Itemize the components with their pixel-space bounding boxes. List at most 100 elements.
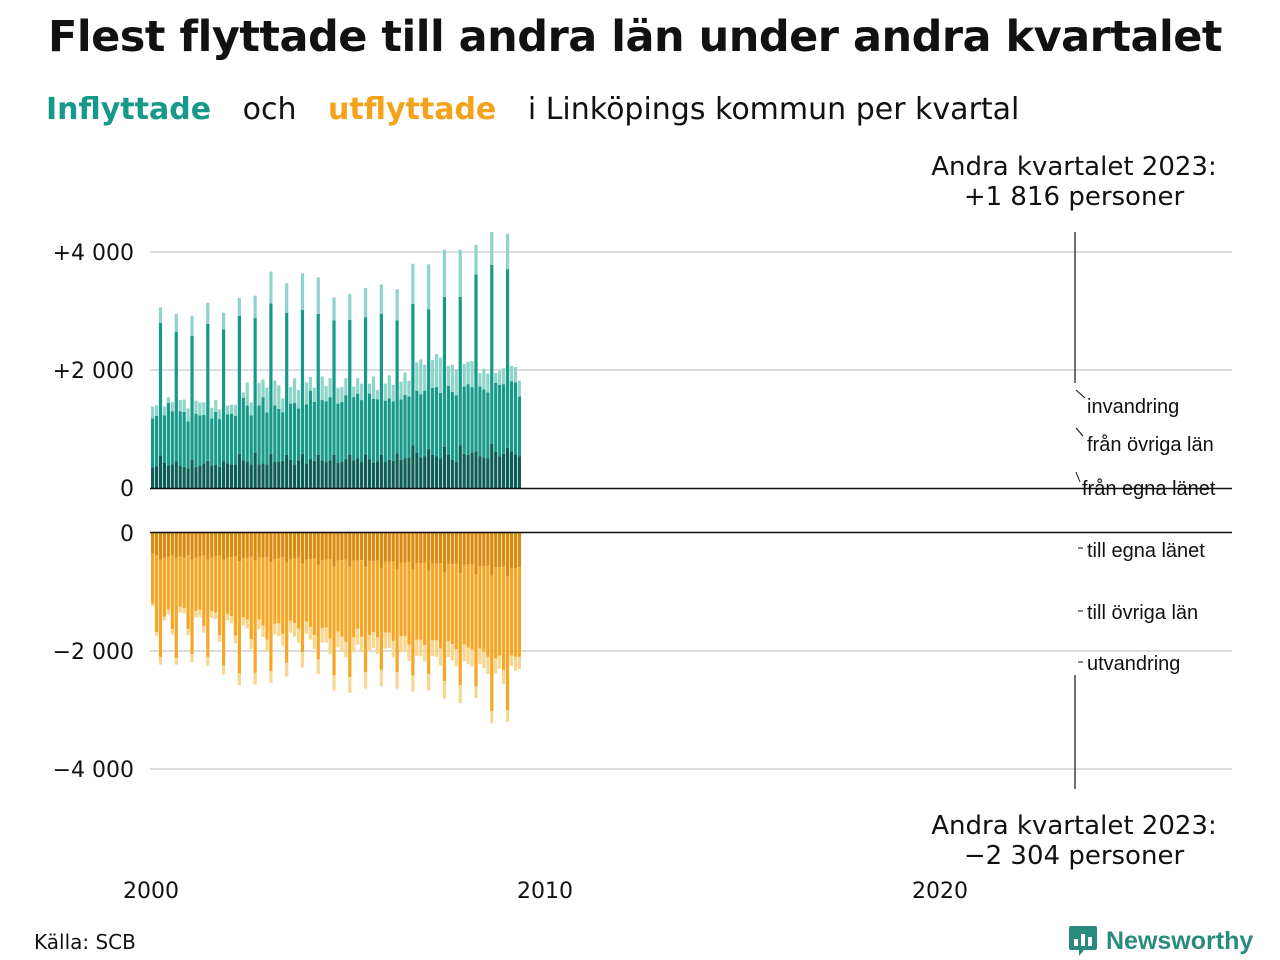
bar-in-egna-31 [273,462,277,488]
bar-in-ovriga-62 [395,320,399,454]
bar-out-ovriga-89 [502,566,506,670]
bar-out-egna-62 [395,533,399,569]
bar-out-egna-81 [470,533,474,565]
series-label-fran-ovriga-lan: från övriga län [1087,434,1214,456]
bar-out-egna-1 [154,533,159,556]
bar-out-egna-17 [218,533,222,556]
bar-out-egna-16 [214,533,218,557]
bar-out-egna-61 [391,533,395,562]
bar-out-egna-55 [367,533,372,562]
subtitle-inflyttade: Inflyttade [46,92,212,127]
bar-out-egna-49 [344,533,348,560]
bar-in-invandring-65 [407,380,411,397]
bar-out-ovriga-32 [277,558,281,624]
series-label-fran-egna-lanet: från egna länet [1082,478,1216,500]
bar-out-egna-40 [308,533,312,559]
bar-in-egna-42 [316,454,320,488]
bar-in-invandring-74 [442,249,447,297]
bar-in-egna-45 [328,460,332,488]
bar-out-egna-9 [186,533,190,556]
bar-in-ovriga-12 [198,415,202,466]
bar-in-egna-11 [194,466,198,488]
bar-in-egna-25 [249,464,253,488]
bar-out-utvandring-13 [202,626,206,633]
bar-in-invandring-52 [356,378,360,394]
bar-in-egna-41 [312,460,316,488]
bar-out-utvandring-92 [513,656,518,671]
bar-in-egna-60 [387,459,391,488]
bar-out-utvandring-10 [190,653,194,663]
bar-out-utvandring-30 [269,671,273,683]
bar-out-utvandring-0 [151,603,155,607]
bar-in-invandring-87 [494,372,498,383]
bar-in-egna-79 [462,453,466,488]
bar-out-utvandring-46 [332,675,336,691]
bar-in-invandring-31 [273,380,277,406]
bar-out-egna-89 [502,533,506,567]
bar-out-egna-83 [478,533,482,567]
bar-in-egna-73 [438,458,443,488]
bar-in-egna-82 [474,451,478,488]
bar-out-ovriga-17 [218,555,222,636]
bar-out-egna-71 [431,533,435,564]
bar-in-invandring-40 [308,377,312,391]
bar-out-utvandring-48 [340,636,344,653]
bar-in-ovriga-55 [367,393,372,460]
newsworthy-logo[interactable]: Newsworthy [1068,924,1253,958]
bar-in-invandring-57 [375,390,380,400]
bar-out-ovriga-23 [241,558,245,618]
bar-out-utvandring-84 [482,651,486,669]
bar-in-ovriga-21 [233,416,238,465]
bar-in-ovriga-82 [474,274,478,452]
bar-in-ovriga-9 [186,421,190,469]
bar-in-invandring-49 [344,378,348,396]
bar-in-egna-47 [336,462,340,488]
bar-in-ovriga-0 [151,418,155,468]
bar-out-utvandring-56 [371,632,376,649]
bar-in-egna-39 [304,463,309,488]
bar-in-ovriga-87 [494,382,498,453]
bar-out-ovriga-84 [482,566,486,652]
bar-in-ovriga-4 [166,403,170,466]
bar-in-egna-76 [450,459,454,488]
bar-in-egna-77 [454,462,458,488]
bar-out-egna-20 [229,533,234,558]
outflow-bars [151,533,521,723]
bar-in-invandring-8 [182,399,186,412]
bar-out-utvandring-20 [229,616,234,624]
bar-out-ovriga-39 [304,559,309,622]
bar-out-utvandring-73 [438,648,443,666]
bar-in-ovriga-43 [320,400,324,461]
bar-out-ovriga-1 [154,555,159,633]
x-tick-2010: 2010 [517,879,573,904]
bar-out-ovriga-78 [458,573,462,686]
bar-in-ovriga-1 [154,416,159,467]
bar-in-egna-67 [415,452,419,488]
bar-in-invandring-91 [509,365,514,382]
bar-in-invandring-11 [194,400,198,414]
bar-in-ovriga-11 [194,413,198,467]
bar-in-ovriga-34 [285,312,289,455]
bar-in-ovriga-18 [221,329,226,462]
bar-in-ovriga-44 [324,401,328,463]
bar-out-egna-56 [371,533,376,562]
bar-out-egna-35 [289,533,293,559]
bar-in-invandring-21 [233,404,238,417]
bar-out-ovriga-56 [371,561,376,633]
bar-in-ovriga-66 [411,303,415,446]
bar-in-ovriga-53 [360,400,364,463]
bar-in-egna-8 [182,466,186,488]
bar-out-ovriga-77 [454,563,458,650]
bar-in-ovriga-28 [261,397,265,464]
bar-in-ovriga-3 [162,415,167,463]
bar-in-invandring-14 [206,302,210,324]
bar-out-egna-32 [277,533,281,559]
bar-out-utvandring-54 [363,672,368,689]
bar-in-ovriga-22 [237,315,241,454]
bar-out-egna-91 [509,533,514,569]
bar-out-utvandring-53 [360,636,364,653]
bar-out-ovriga-71 [431,563,435,641]
bar-out-utvandring-22 [237,673,241,686]
bar-out-egna-58 [379,533,383,569]
bar-out-ovriga-30 [269,561,273,672]
